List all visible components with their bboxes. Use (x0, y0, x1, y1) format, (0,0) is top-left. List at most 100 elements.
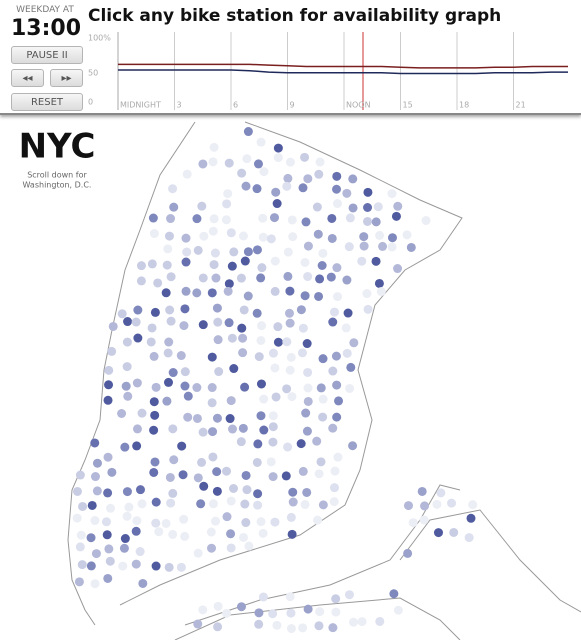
station (387, 189, 397, 199)
station (468, 500, 478, 510)
station (371, 217, 381, 227)
station (169, 455, 179, 465)
station (193, 245, 203, 255)
station (348, 441, 358, 451)
station (180, 381, 190, 391)
station (236, 437, 246, 447)
station (285, 592, 295, 602)
station (316, 457, 326, 467)
station (348, 617, 358, 627)
station (120, 442, 130, 452)
station (374, 278, 384, 288)
station (207, 288, 217, 298)
station (271, 392, 281, 402)
station (229, 364, 239, 374)
station (181, 257, 191, 267)
pause-button[interactable]: PAUSE II (11, 46, 83, 64)
station (342, 275, 352, 285)
station (241, 518, 251, 528)
station (239, 305, 249, 315)
station (154, 527, 164, 537)
station (273, 153, 283, 163)
station (137, 499, 147, 509)
station (182, 247, 192, 257)
station (298, 623, 308, 633)
station (300, 152, 310, 162)
y-tick-label: 100% (88, 34, 111, 43)
station (198, 273, 208, 283)
station (240, 499, 250, 509)
station (132, 424, 142, 434)
station (318, 248, 328, 258)
station (332, 171, 342, 181)
station (343, 308, 353, 318)
station (151, 561, 161, 571)
station (269, 213, 279, 223)
x-tick-label: NOON (346, 101, 371, 110)
station (92, 486, 102, 496)
station (122, 511, 132, 521)
station (402, 230, 412, 240)
station (90, 472, 100, 482)
station (243, 291, 253, 301)
station (314, 169, 324, 179)
station (313, 515, 323, 525)
station (104, 365, 114, 375)
station (270, 286, 280, 296)
station (226, 496, 236, 506)
station (105, 503, 115, 513)
back-button[interactable]: ◂◂ (11, 69, 44, 87)
station (284, 308, 294, 318)
station (164, 337, 174, 347)
station (359, 241, 369, 251)
station (212, 413, 222, 423)
line (118, 63, 568, 69)
station (149, 467, 159, 477)
station (327, 213, 337, 223)
station (257, 321, 267, 331)
station (72, 513, 82, 523)
station (273, 337, 283, 347)
station (298, 183, 308, 193)
station (137, 408, 147, 418)
station (163, 377, 173, 387)
station (151, 518, 161, 528)
station (117, 309, 127, 319)
station (283, 442, 293, 452)
station (148, 213, 158, 223)
station (193, 473, 203, 483)
station (153, 278, 163, 288)
station (223, 286, 233, 296)
reset-button[interactable]: RESET (11, 93, 83, 111)
station (237, 168, 247, 178)
station (332, 263, 342, 273)
station (75, 542, 85, 552)
station (196, 499, 206, 509)
station (197, 457, 207, 467)
station (258, 213, 268, 223)
station (300, 257, 310, 267)
station (328, 317, 338, 327)
station (270, 256, 280, 266)
x-tick-label: MIDNIGHT (120, 101, 161, 110)
station (432, 499, 442, 509)
station (421, 216, 431, 226)
station (117, 408, 127, 418)
station (226, 228, 236, 238)
station (90, 516, 100, 526)
station (131, 526, 141, 536)
header (0, 0, 581, 115)
station (334, 396, 344, 406)
station (198, 159, 208, 169)
station (387, 242, 397, 252)
station (146, 337, 156, 347)
station (161, 288, 171, 298)
station (312, 202, 322, 212)
station (252, 245, 262, 255)
station (285, 286, 295, 296)
station (296, 305, 306, 315)
station (272, 620, 282, 630)
station (375, 230, 385, 240)
forward-button[interactable]: ▸▸ (50, 69, 83, 87)
